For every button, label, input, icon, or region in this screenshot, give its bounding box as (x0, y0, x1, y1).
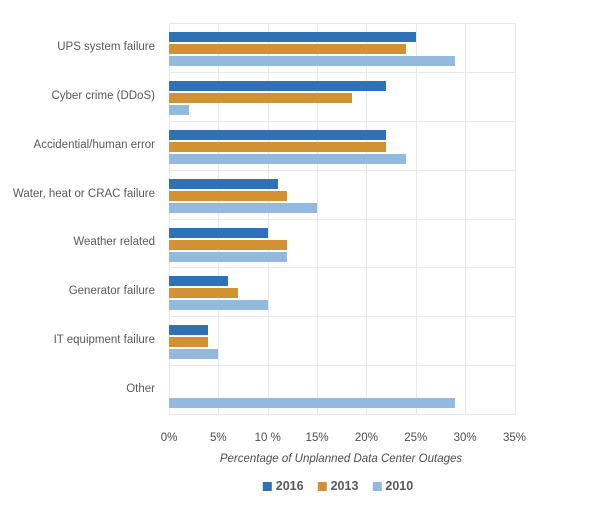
category-label: Generator failure (68, 285, 155, 298)
legend-item-2010: 2010 (372, 479, 413, 493)
vertical-gridline (514, 23, 516, 414)
bar-2010-other (169, 398, 456, 409)
bar-2010-water-heat-or-crac-failure (169, 202, 318, 213)
legend-label: 2013 (330, 479, 359, 493)
bar-2016-water-heat-or-crac-failure (169, 178, 278, 189)
x-tick-label: 15% (305, 432, 329, 444)
category-label: Other (126, 383, 155, 396)
category-label: Accidential/human error (33, 138, 155, 151)
category-label: UPS system failure (57, 40, 155, 53)
bar-2013-it-equipment-failure (169, 337, 209, 348)
x-axis-title: Percentage of Unplanned Data Center Outa… (219, 453, 463, 465)
category-label: Cyber crime (DDoS) (51, 89, 155, 102)
x-tick-label: 35% (502, 432, 527, 444)
bar-2010-generator-failure (169, 300, 268, 311)
horizontal-gridline (169, 169, 515, 171)
bar-2016-ups-system-failure (169, 32, 416, 42)
horizontal-gridline (169, 267, 515, 269)
bar-2013-weather-related (169, 239, 288, 250)
x-tick-label: 5% (210, 432, 227, 444)
x-tick-label: 0% (160, 432, 178, 444)
x-tick-label: 30% (453, 432, 477, 444)
bar-2013-ups-system-failure (169, 44, 406, 54)
legend: 2016 2013 2010 (262, 479, 413, 493)
bar-2016-weather-related (169, 227, 268, 238)
bar-2016-generator-failure (169, 276, 229, 287)
bar-2013-generator-failure (169, 288, 239, 299)
bar-2013-water-heat-or-crac-failure (169, 190, 288, 201)
bar-2010-accidential-human-error (169, 153, 406, 164)
horizontal-gridline (169, 23, 515, 24)
horizontal-gridline (169, 365, 515, 367)
bar-2016-it-equipment-failure (169, 325, 209, 336)
horizontal-gridline (169, 316, 515, 318)
horizontal-gridline (169, 71, 515, 73)
bar-2013-accidential-human-error (169, 141, 387, 152)
x-tick-label: 25% (404, 432, 428, 444)
horizontal-gridline (169, 120, 515, 122)
legend-item-2016: 2016 (262, 479, 304, 493)
category-label: Weather related (73, 236, 155, 249)
bar-2016-accidential-human-error (169, 129, 387, 140)
bar-2010-weather-related (169, 251, 288, 262)
bar-2013-cyber-crime-ddos- (169, 92, 352, 103)
bar-2016-cyber-crime-ddos- (169, 80, 387, 91)
x-tick-label: 20% (354, 432, 378, 444)
legend-swatch-icon (262, 481, 272, 491)
bar-2010-ups-system-failure (169, 56, 456, 66)
horizontal-gridline (169, 414, 515, 415)
legend-swatch-icon (372, 481, 382, 491)
category-label: IT equipment failure (53, 334, 155, 347)
category-label: Water, heat or CRAC failure (12, 187, 155, 200)
x-tick-label: 10 % (254, 432, 281, 444)
horizontal-gridline (169, 218, 515, 220)
bar-2010-it-equipment-failure (169, 349, 219, 360)
legend-label: 2016 (275, 479, 304, 493)
legend-swatch-icon (317, 481, 327, 491)
legend-label: 2010 (385, 479, 414, 493)
legend-item-2013: 2013 (317, 479, 359, 493)
bar-2010-cyber-crime-ddos- (169, 104, 189, 115)
